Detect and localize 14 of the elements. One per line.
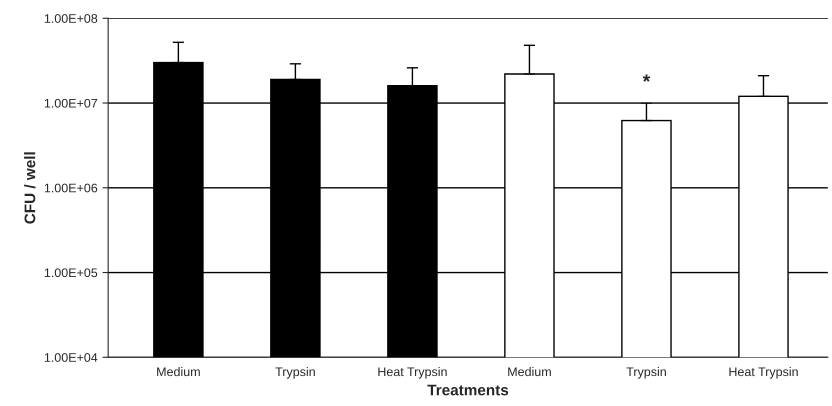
x-tick-label: Medium bbox=[157, 367, 200, 376]
y-tick-label: 1.00E+07 bbox=[44, 98, 98, 108]
y-tick-label: 1.00E+04 bbox=[44, 353, 98, 362]
x-tick-label: Heat Trypsin bbox=[378, 367, 447, 379]
y-tick-label: 1.00E+06 bbox=[44, 184, 98, 192]
x-tick-label: Trypsin bbox=[626, 367, 666, 379]
y-tick-label: 1.00E+05 bbox=[44, 268, 98, 278]
x-tick-label: Medium bbox=[508, 367, 551, 376]
y-axis-title: CFU / well bbox=[24, 152, 36, 224]
annotation: * bbox=[642, 74, 650, 82]
x-tick-label: Heat Trypsin bbox=[729, 367, 798, 379]
x-tick-label: Trypsin bbox=[275, 367, 315, 379]
x-axis-title: Treatments bbox=[427, 384, 508, 396]
y-tick-label: 1.00E+08 bbox=[44, 14, 98, 23]
